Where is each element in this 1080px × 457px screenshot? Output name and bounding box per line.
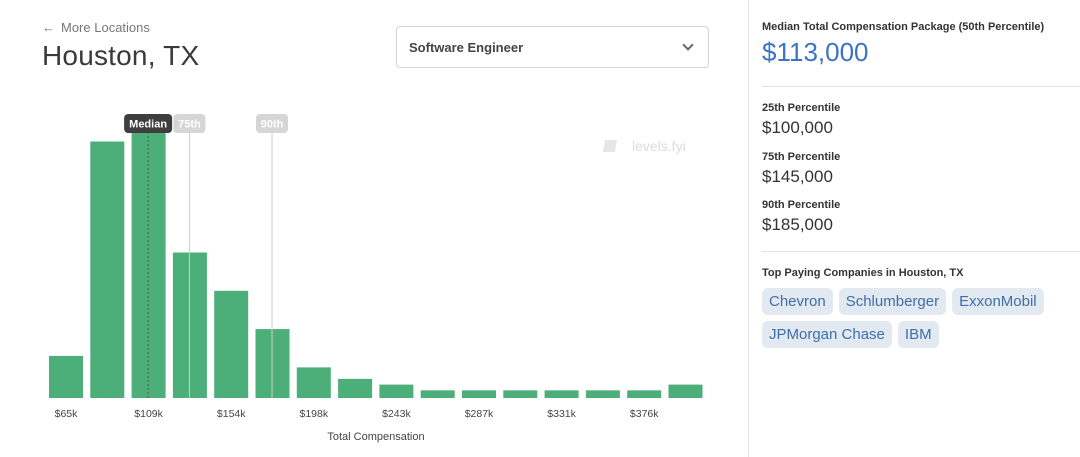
divider-line [762, 86, 1080, 87]
x-tick-label: $109k [134, 408, 163, 420]
compensation-histogram: Median 75th 90th levels.fyi $65k $109k $154k… [49, 114, 703, 443]
x-tick-label: $198k [299, 408, 328, 420]
x-tick-label: $65k [55, 408, 79, 420]
x-axis-label: Total Compensation [327, 431, 424, 443]
percentile-marker-label: 75th [178, 119, 201, 131]
histogram-bar [585, 390, 620, 398]
percentile-75-label: 75th Percentile [762, 151, 841, 163]
divider-line [762, 251, 1080, 252]
job-title-select[interactable]: Software Engineer [396, 26, 709, 68]
histogram-bar [90, 141, 125, 398]
job-title-value: Software Engineer [409, 39, 524, 55]
more-locations-label: More Locations [61, 20, 150, 35]
percentile-marker-badge [173, 114, 206, 133]
page-title: Houston, TX [42, 40, 200, 71]
levels-logo-icon [602, 140, 617, 152]
x-tick-label: $243k [382, 408, 411, 420]
percentile-75-value: $145,000 [762, 167, 833, 186]
percentile-90-value: $185,000 [762, 215, 833, 234]
top-companies-label: Top Paying Companies in Houston, TX [762, 267, 964, 279]
percentile-marker-badge [256, 114, 289, 133]
x-tick-label: $287k [465, 408, 494, 420]
histogram-bar [338, 378, 373, 398]
company-chip-exxonmobil[interactable]: ExxonMobil [952, 288, 1044, 315]
percentile-25-label: 25th Percentile [762, 102, 841, 114]
panel-divider [748, 0, 749, 457]
histogram-bar [420, 390, 455, 398]
histogram-bar [544, 390, 579, 398]
histogram-bar [668, 384, 703, 398]
company-chip-ibm[interactable]: IBM [897, 321, 939, 348]
histogram-bar [503, 390, 538, 398]
percentile-90-label: 90th Percentile [762, 199, 841, 211]
median-value: $113,000 [762, 37, 869, 67]
arrow-left-icon: ← [42, 20, 55, 35]
histogram-bar [49, 355, 83, 398]
company-chip-jpmorgan-chase[interactable]: JPMorgan Chase [762, 321, 892, 348]
levels-fyi-watermark: levels.fyi [602, 138, 686, 154]
x-tick-label: $376k [630, 408, 659, 420]
histogram-bar [296, 367, 331, 398]
company-chip-chevron[interactable]: Chevron [762, 288, 833, 315]
x-tick-label: $154k [217, 408, 246, 420]
histogram-bar [379, 384, 414, 398]
percentile-25-value: $100,000 [762, 118, 833, 137]
median-label: Median Total Compensation Package (50th … [762, 21, 1045, 33]
company-chip-schlumberger[interactable]: Schlumberger [838, 288, 947, 315]
percentile-marker-label: 90th [261, 119, 284, 131]
histogram-bar [462, 390, 496, 398]
chevron-down-icon [682, 39, 694, 51]
more-locations-link[interactable]: ← More Locations [42, 20, 150, 35]
company-chips: Chevron Schlumberger ExxonMobil JPMorgan… [762, 288, 1062, 348]
percentile-marker-label: Median [129, 119, 167, 131]
x-tick-label: $331k [547, 408, 576, 420]
histogram-bar [214, 290, 249, 398]
histogram-bar [627, 390, 662, 398]
percentile-marker-badge [124, 114, 173, 133]
watermark-text: levels.fyi [632, 138, 686, 154]
